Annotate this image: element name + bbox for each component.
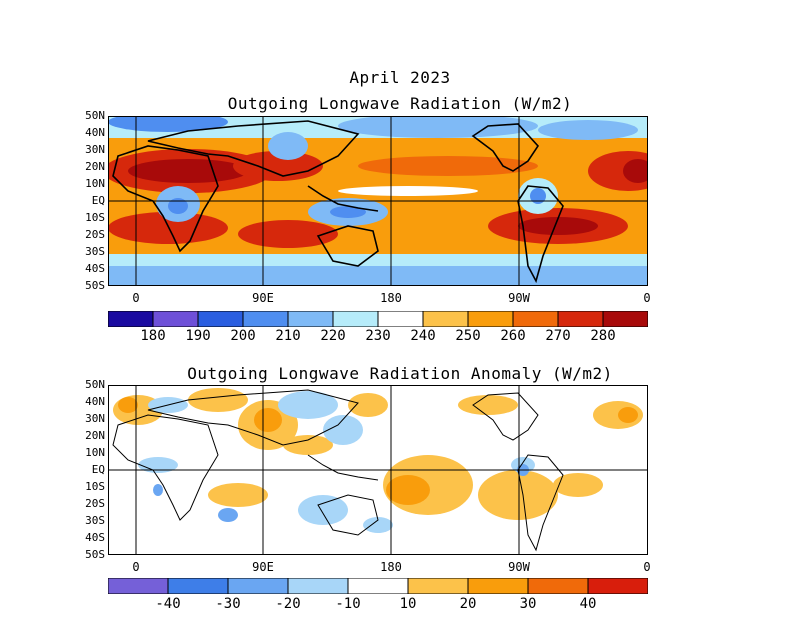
colorbar-swatch [242, 311, 289, 327]
lat-label: 10N [85, 446, 105, 459]
lon-label: 0 [643, 560, 651, 574]
olr-colorbar [108, 311, 648, 327]
colorbar-label: 10 [399, 596, 417, 612]
colorbar-swatch [287, 578, 349, 594]
colorbar-label: 270 [545, 328, 571, 344]
lat-label: 10N [85, 177, 105, 190]
colorbar-swatch [197, 311, 244, 327]
colorbar-swatch [332, 311, 379, 327]
colorbar-swatch [108, 578, 169, 594]
colorbar-label: 200 [230, 328, 256, 344]
lat-label: 30N [85, 412, 105, 425]
lon-label: 90E [252, 291, 274, 305]
colorbar-label: 30 [519, 596, 537, 612]
lat-label: 20N [85, 160, 105, 173]
colorbar-swatch [557, 311, 604, 327]
month-title: April 2023 [349, 68, 451, 87]
colorbar-label: 220 [320, 328, 346, 344]
colorbar-label: -10 [335, 596, 361, 612]
lon-label: 0 [643, 291, 651, 305]
lat-label: EQ [91, 194, 105, 207]
lat-label: 50N [85, 378, 105, 391]
lat-label: 40N [85, 126, 105, 139]
colorbar-label: 250 [455, 328, 481, 344]
lat-label: 30S [85, 245, 105, 258]
lon-label: 90E [252, 560, 274, 574]
lat-label: 20N [85, 429, 105, 442]
colorbar-swatch [167, 578, 229, 594]
lat-label: EQ [91, 463, 105, 476]
colorbar-swatch [602, 311, 648, 327]
olr-map [108, 116, 648, 286]
lon-label: 0 [132, 291, 140, 305]
lat-label: 40N [85, 395, 105, 408]
colorbar-swatch [227, 578, 289, 594]
colorbar-swatch [377, 311, 424, 327]
colorbar-swatch [527, 578, 589, 594]
lat-label: 30S [85, 514, 105, 527]
colorbar-label: 190 [185, 328, 211, 344]
colorbar-label: 260 [500, 328, 526, 344]
colorbar-label: -20 [275, 596, 301, 612]
lat-label: 50S [85, 548, 105, 561]
lat-label: 20S [85, 497, 105, 510]
anomaly-map [108, 385, 648, 555]
colorbar-label: 210 [275, 328, 301, 344]
olr-map-title: Outgoing Longwave Radiation (W/m2) [227, 94, 573, 113]
colorbar-label: 180 [140, 328, 166, 344]
lat-label: 30N [85, 143, 105, 156]
lat-label: 40S [85, 531, 105, 544]
colorbar-swatch [347, 578, 409, 594]
lon-label: 0 [132, 560, 140, 574]
colorbar-swatch [287, 311, 334, 327]
lon-label: 180 [380, 291, 402, 305]
lon-label: 180 [380, 560, 402, 574]
lat-label: 40S [85, 262, 105, 275]
lon-label: 90W [508, 291, 530, 305]
colorbar-swatch [152, 311, 199, 327]
colorbar-label: 240 [410, 328, 436, 344]
anomaly-colorbar [108, 578, 648, 594]
colorbar-label: -40 [155, 596, 181, 612]
lat-label: 10S [85, 211, 105, 224]
lat-label: 50S [85, 279, 105, 292]
colorbar-swatch [587, 578, 648, 594]
lat-label: 50N [85, 109, 105, 122]
colorbar-label: 20 [459, 596, 477, 612]
colorbar-swatch [422, 311, 469, 327]
lat-label: 10S [85, 480, 105, 493]
anomaly-map-title: Outgoing Longwave Radiation Anomaly (W/m… [187, 364, 613, 383]
lon-label: 90W [508, 560, 530, 574]
colorbar-swatch [108, 311, 154, 327]
colorbar-swatch [512, 311, 559, 327]
colorbar-label: -30 [215, 596, 241, 612]
colorbar-swatch [407, 578, 469, 594]
colorbar-label: 230 [365, 328, 391, 344]
colorbar-label: 280 [590, 328, 616, 344]
lat-label: 20S [85, 228, 105, 241]
colorbar-swatch [467, 578, 529, 594]
colorbar-swatch [467, 311, 514, 327]
colorbar-label: 40 [579, 596, 597, 612]
